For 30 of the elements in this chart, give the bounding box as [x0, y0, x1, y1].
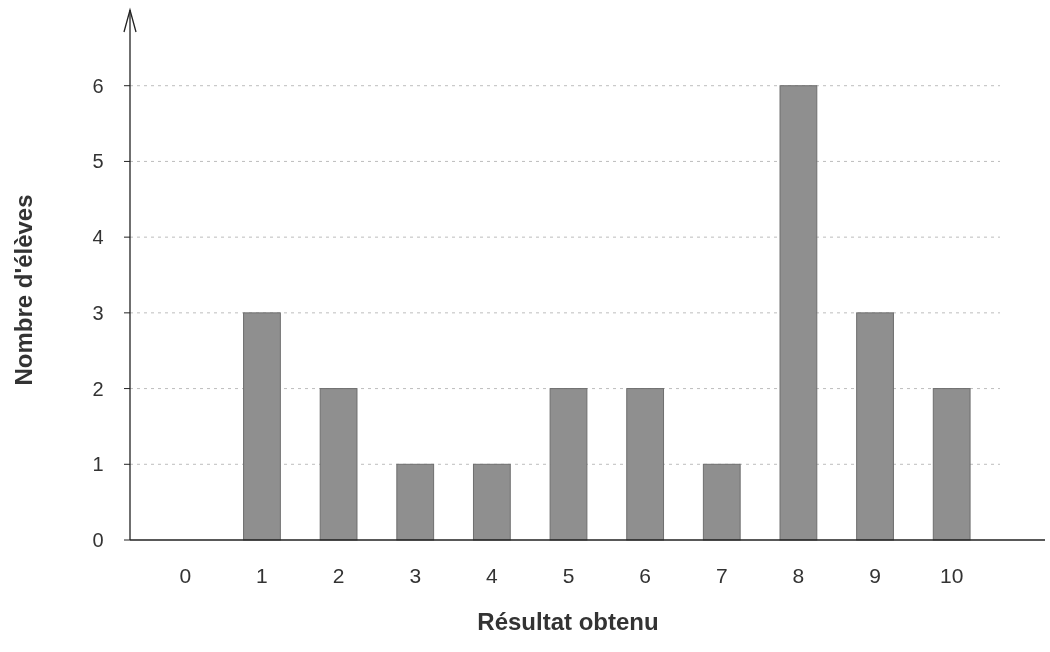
bar: [319, 388, 358, 541]
x-tick-label: 9: [869, 564, 881, 587]
y-tick-label: 1: [92, 453, 104, 476]
bar: [779, 85, 818, 541]
y-axis-title: Nombre d'élèves: [10, 194, 37, 386]
bar: [626, 388, 665, 541]
y-tick-label: 2: [92, 377, 104, 400]
bar: [243, 312, 281, 541]
x-tick-label: 2: [332, 564, 345, 587]
x-tick-label: 8: [792, 564, 805, 587]
bar: [932, 388, 971, 541]
bar: [472, 463, 511, 541]
x-tick-label: 7: [715, 564, 728, 587]
x-tick-label: 10: [940, 564, 964, 587]
y-tick-label: 0: [92, 529, 104, 551]
x-tick-label: 1: [256, 564, 268, 587]
x-tick-label: 5: [562, 564, 575, 587]
y-tick-label: 4: [92, 226, 104, 249]
x-tick-label: 6: [639, 564, 651, 587]
x-axis-title: Résultat obtenu: [477, 608, 659, 635]
bar: [702, 463, 741, 541]
y-tick-label: 6: [92, 74, 104, 97]
bar: [549, 388, 588, 541]
x-tick-label: 0: [179, 564, 192, 587]
bar: [856, 312, 894, 541]
x-tick-label: 3: [409, 564, 422, 587]
y-tick-label: 3: [92, 301, 104, 324]
x-tick-label: 4: [486, 564, 499, 587]
bar: [396, 463, 435, 541]
y-tick-label: 5: [92, 150, 104, 173]
